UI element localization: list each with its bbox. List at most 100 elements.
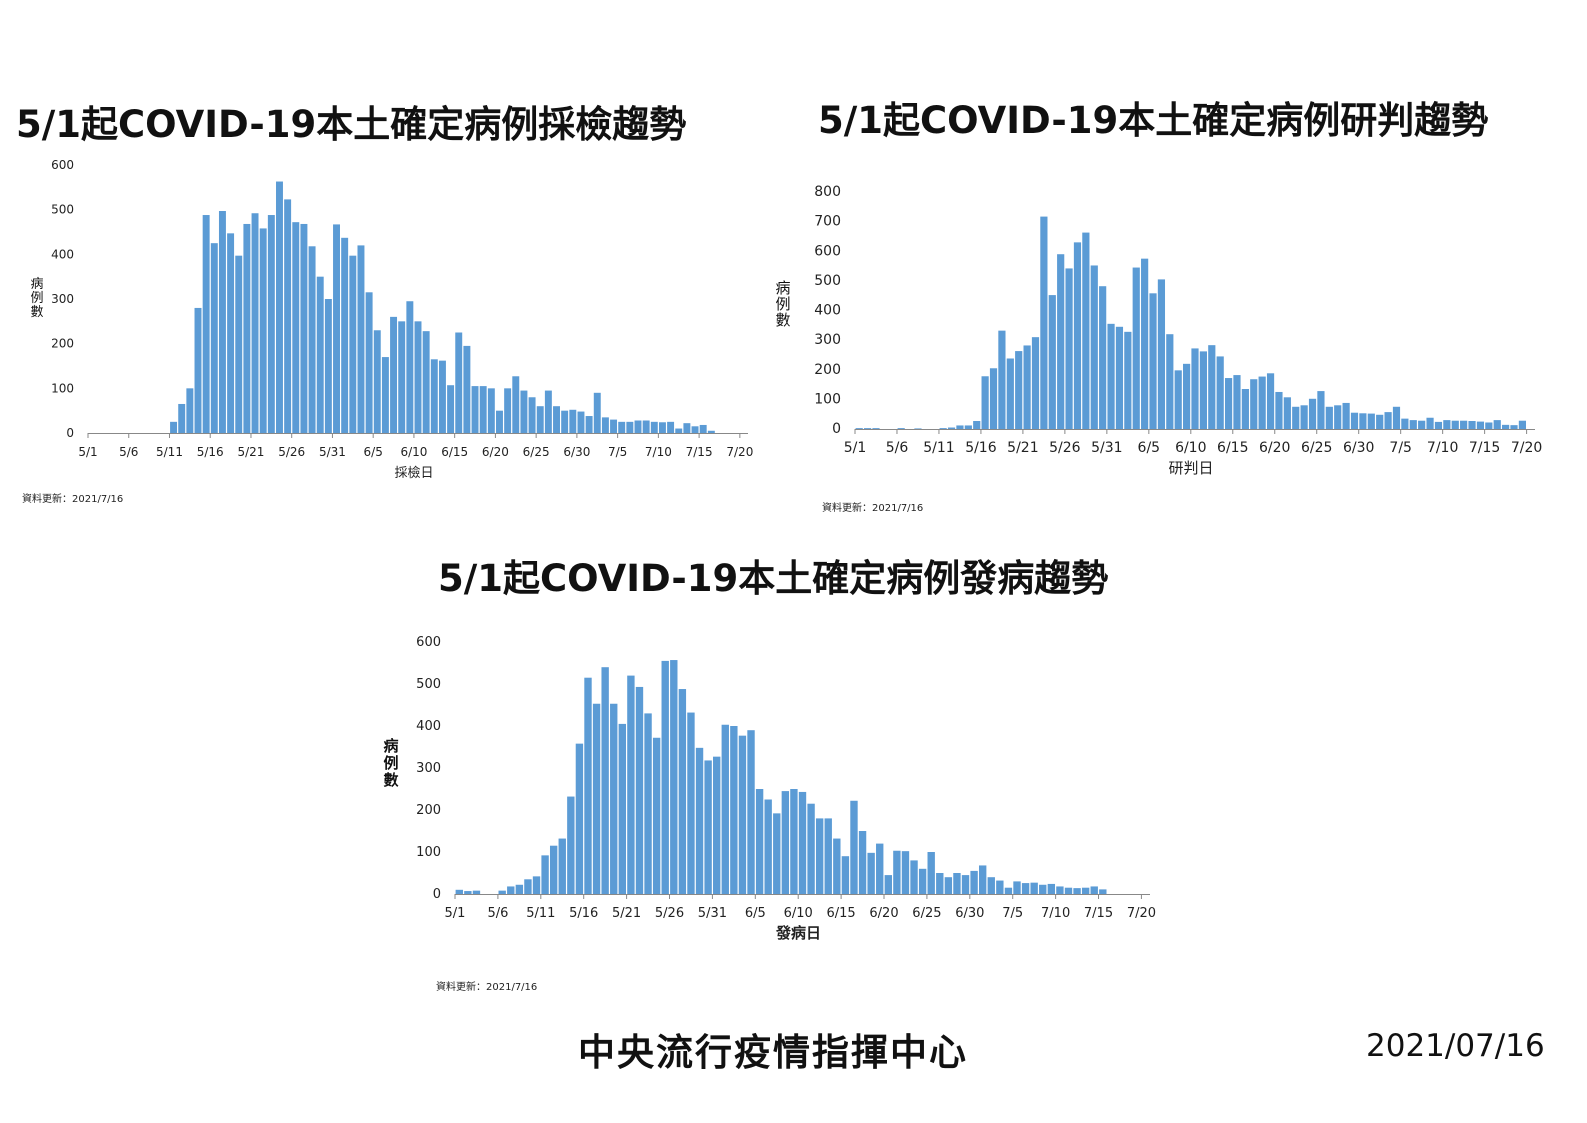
bar	[747, 730, 755, 894]
x-tick-label: 6/15	[1217, 440, 1248, 456]
bar	[627, 675, 635, 894]
bar	[1166, 334, 1174, 429]
chart3-title: 5/1起COVID-19本土確定病例發病趨勢	[438, 557, 1109, 600]
bar	[1493, 420, 1501, 429]
bar	[1115, 326, 1124, 429]
bar	[1485, 422, 1493, 429]
bar	[592, 703, 601, 894]
x-tick-label: 5/21	[612, 906, 641, 921]
bar	[650, 421, 658, 433]
bar	[202, 215, 210, 433]
bar	[947, 427, 956, 429]
bar	[1006, 358, 1014, 429]
bar	[738, 735, 747, 894]
bar	[667, 421, 675, 433]
x-tick-label: 6/20	[869, 906, 898, 921]
bar	[1023, 345, 1031, 429]
bar	[1426, 417, 1434, 429]
bar	[973, 421, 981, 429]
bar	[528, 397, 536, 433]
y-tick-label: 300	[814, 332, 841, 348]
bar	[1039, 884, 1047, 894]
bar	[978, 865, 987, 894]
x-tick-label: 5/1	[844, 440, 867, 456]
bar	[365, 292, 373, 433]
chart-1-svg: 0 100 200 300 400 500 600 5/1 5/6 5/11 5/16 5/21 5/2…	[51, 158, 753, 481]
bar	[1502, 424, 1510, 429]
chart2-title: 5/1起COVID-19本土確定病例研判趨勢	[818, 99, 1489, 142]
x-tick-label: 5/1	[445, 906, 466, 921]
y-tick-label: 400	[51, 247, 74, 261]
x-tick-label: 6/10	[1175, 440, 1206, 456]
bar	[1342, 402, 1350, 429]
bar	[549, 845, 558, 894]
y-tick-label: 500	[416, 677, 441, 692]
y-tick-label: 200	[814, 362, 841, 378]
y-tick-label: 500	[814, 273, 841, 289]
bar	[704, 760, 712, 894]
bar	[1073, 242, 1082, 429]
x-tick-label: 5/11	[923, 440, 954, 456]
bar	[472, 890, 481, 894]
bar	[524, 879, 532, 894]
bar	[498, 890, 506, 894]
bar	[936, 873, 944, 894]
bar	[910, 860, 918, 894]
bar	[479, 386, 487, 433]
bar	[678, 689, 687, 894]
bar	[642, 420, 650, 433]
bar	[601, 667, 609, 894]
bar	[1132, 267, 1140, 429]
y-tick-label: 600	[814, 243, 841, 259]
bar	[893, 850, 901, 894]
bar	[186, 388, 194, 433]
bar	[1376, 414, 1384, 429]
bar	[178, 403, 186, 433]
bar	[567, 796, 575, 894]
bar	[872, 428, 880, 429]
chart2: 0 100 200 300 400 500 600 700 800 5/1 5/6 5/11 5/16 5…	[0, 150, 1587, 480]
x-tick-label: 6/10	[400, 445, 427, 459]
footer-organization: 中央流行疫情指揮中心	[578, 1031, 968, 1074]
bar	[276, 181, 283, 433]
bar	[1082, 232, 1090, 429]
x-tick-label: 5/16	[569, 906, 598, 921]
y-tick-label: 100	[51, 381, 74, 395]
bar	[1048, 295, 1056, 429]
bar	[1056, 886, 1064, 894]
bar	[773, 813, 781, 894]
bar	[532, 876, 541, 894]
bar	[1064, 887, 1073, 894]
bar	[833, 838, 841, 894]
bar	[1401, 418, 1409, 429]
bar	[398, 321, 406, 433]
bar	[730, 726, 738, 894]
x-tick-label: 5/26	[1049, 440, 1081, 456]
bar	[438, 360, 446, 433]
bar	[1081, 887, 1090, 894]
bar	[1013, 881, 1021, 894]
bar	[243, 223, 251, 433]
x-tick-label: 7/20	[1127, 906, 1156, 921]
bar	[455, 332, 463, 433]
chart-3-svg: 0 100 200 300 400 500 600 5/1 5/6 5/11 5/16 5/21 5/2…	[416, 635, 1156, 942]
bar	[251, 213, 259, 433]
bar	[447, 385, 455, 433]
bar	[584, 677, 592, 894]
bar	[721, 724, 729, 894]
x-tick-label: 5/26	[655, 906, 684, 921]
x-tick-label: 7/10	[1427, 440, 1458, 456]
bar	[635, 686, 644, 894]
bar	[867, 852, 875, 894]
bar	[422, 331, 430, 433]
bar	[1031, 337, 1040, 429]
bar	[863, 428, 872, 429]
bar	[1317, 391, 1325, 429]
bar	[1040, 216, 1048, 429]
x-tick-label: 5/26	[278, 445, 305, 459]
bar	[267, 215, 275, 433]
y-tick-label: 400	[814, 303, 841, 319]
bar	[781, 791, 790, 894]
x-tick-label: 5/16	[197, 445, 224, 459]
bar	[755, 789, 764, 894]
